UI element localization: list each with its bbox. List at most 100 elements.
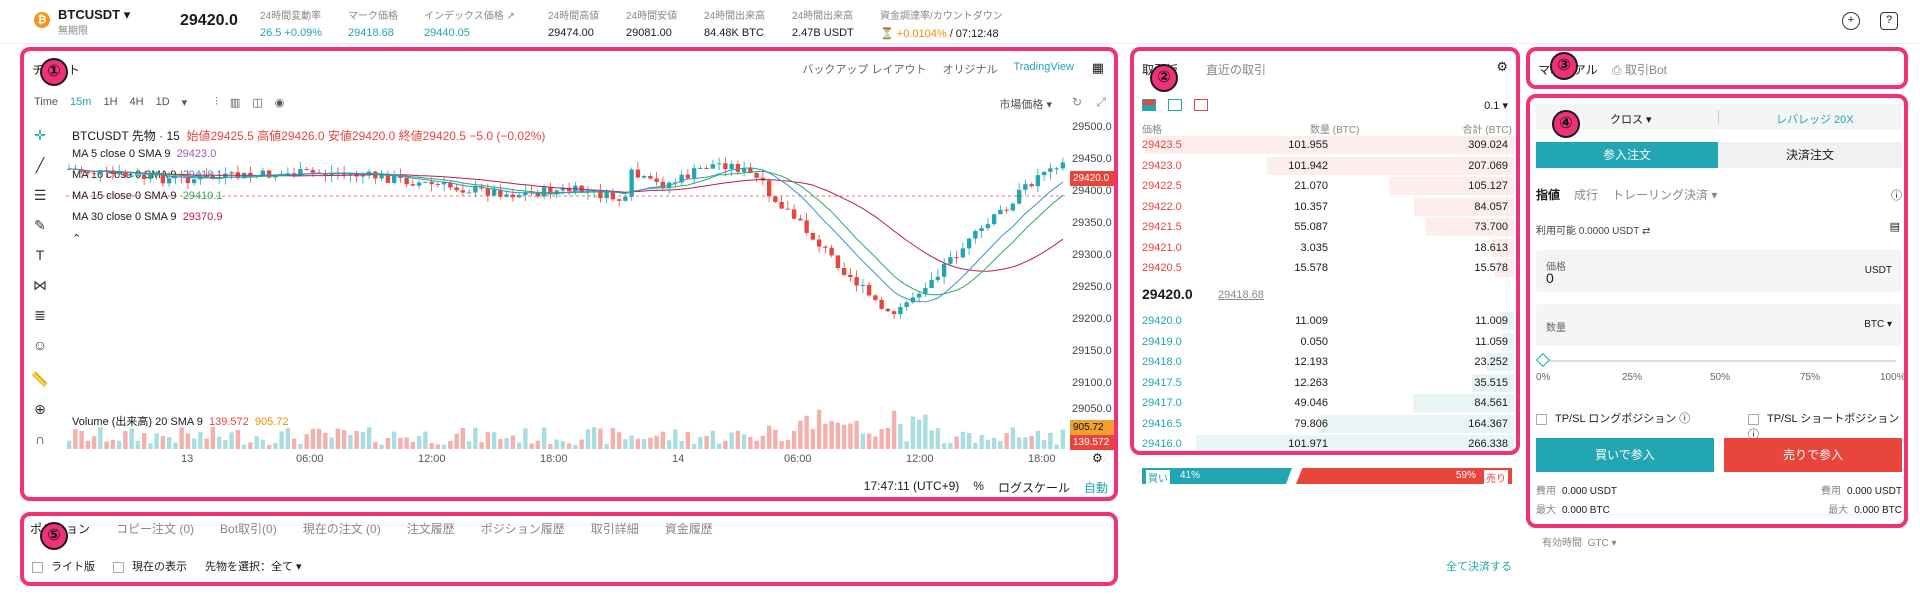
price-type-select[interactable]: 市場価格 ▾ bbox=[999, 99, 1052, 111]
chart-type-icon[interactable]: ▥ bbox=[229, 96, 241, 109]
tf-4h[interactable]: 4H bbox=[129, 96, 144, 108]
ask-row[interactable]: 29420.5 15.578 15.578 bbox=[1136, 258, 1518, 278]
view-both-icon[interactable] bbox=[1142, 99, 1156, 111]
quantity-input[interactable]: 数量 BTC ▾ bbox=[1536, 304, 1902, 346]
candlestick-chart[interactable] bbox=[66, 119, 1066, 449]
collapse-legend-icon[interactable]: ⌃ bbox=[72, 233, 82, 245]
tf-1d[interactable]: 1D bbox=[155, 96, 170, 108]
pattern-icon[interactable]: ⋈ bbox=[33, 277, 47, 293]
info-icon[interactable]: ⓘ bbox=[1891, 190, 1902, 202]
transfer-icon[interactable]: ⇄ bbox=[1641, 226, 1651, 237]
bid-row[interactable]: 29416.5 79.806 164.367 bbox=[1136, 414, 1518, 434]
text-icon[interactable]: T bbox=[35, 247, 45, 263]
view-bids-icon[interactable] bbox=[1168, 99, 1182, 111]
symbol-selector[interactable]: BTCUSDT ▾ bbox=[58, 7, 131, 22]
buy-long-button[interactable]: 買いで参入 bbox=[1536, 438, 1714, 472]
tab-trading-bot[interactable]: ⎙ 取引Bot bbox=[1612, 63, 1667, 77]
ask-row[interactable]: 29422.0 10.357 84.057 bbox=[1136, 197, 1518, 217]
emoji-icon[interactable]: ☺ bbox=[32, 337, 48, 353]
tab-copy-orders[interactable]: コピー注文 (0) bbox=[116, 522, 195, 536]
time-in-force-select[interactable]: 有効時間 GTC ▾ bbox=[1542, 538, 1617, 549]
tab-position-history[interactable]: ポジション履歴 bbox=[480, 522, 565, 536]
reset-icon[interactable]: ↻ bbox=[1071, 95, 1082, 109]
bid-row[interactable]: 29418.0 12.193 23.252 bbox=[1136, 352, 1518, 372]
tab-funding-history[interactable]: 資金履歴 bbox=[664, 522, 713, 536]
leverage-select[interactable]: レバレッジ 20X bbox=[1776, 114, 1854, 126]
volume-bar bbox=[748, 436, 753, 449]
percent-toggle[interactable]: % bbox=[973, 479, 984, 493]
current-view-checkbox[interactable]: 現在の表示 bbox=[113, 558, 187, 574]
tf-more-icon[interactable]: ▾ bbox=[181, 96, 188, 109]
crosshair-icon[interactable]: ✛ bbox=[34, 127, 46, 143]
volume-bar bbox=[373, 441, 378, 449]
tab-recent-trades[interactable]: 直近の取引 bbox=[1206, 63, 1267, 77]
ask-row[interactable]: 29423.5 101.955 309.024 bbox=[1136, 135, 1518, 155]
axis-settings-icon[interactable]: ⚙ bbox=[1092, 451, 1103, 465]
view-asks-icon[interactable] bbox=[1194, 99, 1208, 111]
auto-scale-toggle[interactable]: 自動 bbox=[1083, 481, 1108, 495]
fullscreen-icon[interactable]: ⤢ bbox=[1096, 95, 1106, 109]
bid-row[interactable]: 29420.0 11.009 11.009 bbox=[1136, 311, 1518, 331]
help-circle-icon[interactable]: ⓘ bbox=[1679, 413, 1691, 425]
order-type-limit[interactable]: 指値 bbox=[1536, 188, 1561, 202]
alarm-add-icon[interactable]: + bbox=[1842, 12, 1860, 30]
ask-row[interactable]: 29421.5 55.087 73.700 bbox=[1136, 217, 1518, 237]
bid-row[interactable]: 29417.0 49.046 84.561 bbox=[1136, 393, 1518, 413]
sell-short-button[interactable]: 売りで参入 bbox=[1724, 438, 1902, 472]
qty-unit-select[interactable]: BTC ▾ bbox=[1864, 319, 1892, 330]
log-scale-toggle[interactable]: ログスケール bbox=[997, 481, 1070, 495]
contract-filter-select[interactable]: 先物を選択：全て ▾ bbox=[205, 561, 302, 573]
trendline-icon[interactable]: ╱ bbox=[35, 157, 45, 173]
ask-row[interactable]: 29421.0 3.035 18.613 bbox=[1136, 238, 1518, 258]
grid-layout-icon[interactable]: ▦ bbox=[1091, 60, 1104, 75]
tf-15m[interactable]: 15m bbox=[70, 96, 92, 108]
view-tradingview[interactable]: TradingView bbox=[1013, 61, 1074, 73]
view-original[interactable]: オリジナル bbox=[942, 64, 998, 76]
horizontal-lines-icon[interactable]: ☰ bbox=[33, 187, 47, 203]
price-axis[interactable]: 29500.0 29450.0 29400.0 29350.0 29300.0 … bbox=[1072, 121, 1112, 415]
templates-icon[interactable]: ◫ bbox=[252, 96, 263, 109]
ask-row[interactable]: 29423.0 101.942 207.069 bbox=[1136, 156, 1518, 176]
camera-icon[interactable]: ◉ bbox=[274, 96, 285, 109]
help-icon[interactable]: ? bbox=[1880, 12, 1898, 30]
tab-order-history[interactable]: 注文履歴 bbox=[406, 522, 455, 536]
view-backup-layout[interactable]: バックアップ レイアウト bbox=[802, 64, 927, 76]
order-type-market[interactable]: 成行 bbox=[1574, 188, 1599, 202]
fib-icon[interactable]: ≣ bbox=[34, 307, 46, 323]
bid-row[interactable]: 29419.0 0.050 11.059 bbox=[1136, 332, 1518, 352]
ask-row[interactable]: 29422.5 21.070 105.127 bbox=[1136, 176, 1518, 196]
tick-size-select[interactable]: 0.1 ▾ bbox=[1484, 100, 1508, 112]
candle-body bbox=[204, 175, 209, 177]
price-input[interactable]: 価格 0 USDT bbox=[1536, 250, 1902, 292]
order-type-trailing[interactable]: トレーリング決済 ▾ bbox=[1612, 188, 1718, 202]
tab-trade-details[interactable]: 取引詳細 bbox=[590, 522, 639, 536]
tpsl-long-checkbox[interactable]: TP/SL ロングポジション ⓘ bbox=[1536, 410, 1690, 426]
volume-bar bbox=[710, 430, 716, 449]
settings-sliders-icon[interactable]: ⚙ bbox=[1496, 59, 1508, 74]
calculator-icon[interactable]: ▤ bbox=[1889, 221, 1900, 233]
bid-row[interactable]: 29417.5 12.263 35.515 bbox=[1136, 373, 1518, 393]
magnet-icon[interactable]: ∩ bbox=[34, 431, 46, 447]
zoom-icon[interactable]: ⊕ bbox=[34, 401, 46, 417]
margin-mode-select[interactable]: クロス ▾ bbox=[1610, 114, 1652, 126]
volume-bar bbox=[904, 441, 909, 449]
brush-icon[interactable]: ✎ bbox=[34, 217, 46, 233]
indicators-icon[interactable]: ⫶ bbox=[215, 95, 218, 108]
time-axis[interactable]: 13 06:00 12:00 18:00 14 06:00 12:00 18:0… bbox=[181, 453, 1056, 465]
tab-bot-trades[interactable]: Bot取引(0) bbox=[220, 522, 277, 536]
tab-close-order[interactable]: 決済注文 bbox=[1718, 142, 1902, 168]
tpsl-short-checkbox[interactable]: TP/SL ショートポジション ⓘ bbox=[1748, 413, 1900, 441]
external-link-icon[interactable]: ↗ bbox=[506, 11, 515, 22]
tf-time[interactable]: Time bbox=[34, 96, 59, 108]
stat-index-price[interactable]: インデックス価格 ↗ 29440.05 bbox=[424, 11, 515, 39]
ruler-icon[interactable]: 📏 bbox=[31, 371, 49, 387]
help-circle-icon[interactable]: ⓘ bbox=[1748, 429, 1759, 441]
close-all-button[interactable]: 全て決済する bbox=[1446, 561, 1512, 573]
tab-open-orders[interactable]: 現在の注文 (0) bbox=[302, 522, 381, 536]
quantity-slider[interactable] bbox=[1535, 352, 1896, 368]
slider-handle[interactable] bbox=[1535, 352, 1551, 368]
bid-row[interactable]: 29416.0 101.971 266.338 bbox=[1136, 434, 1518, 454]
tab-open-order[interactable]: 参入注文 bbox=[1536, 142, 1718, 168]
tf-1h[interactable]: 1H bbox=[103, 96, 118, 108]
lite-mode-checkbox[interactable]: ライト版 bbox=[32, 558, 95, 574]
